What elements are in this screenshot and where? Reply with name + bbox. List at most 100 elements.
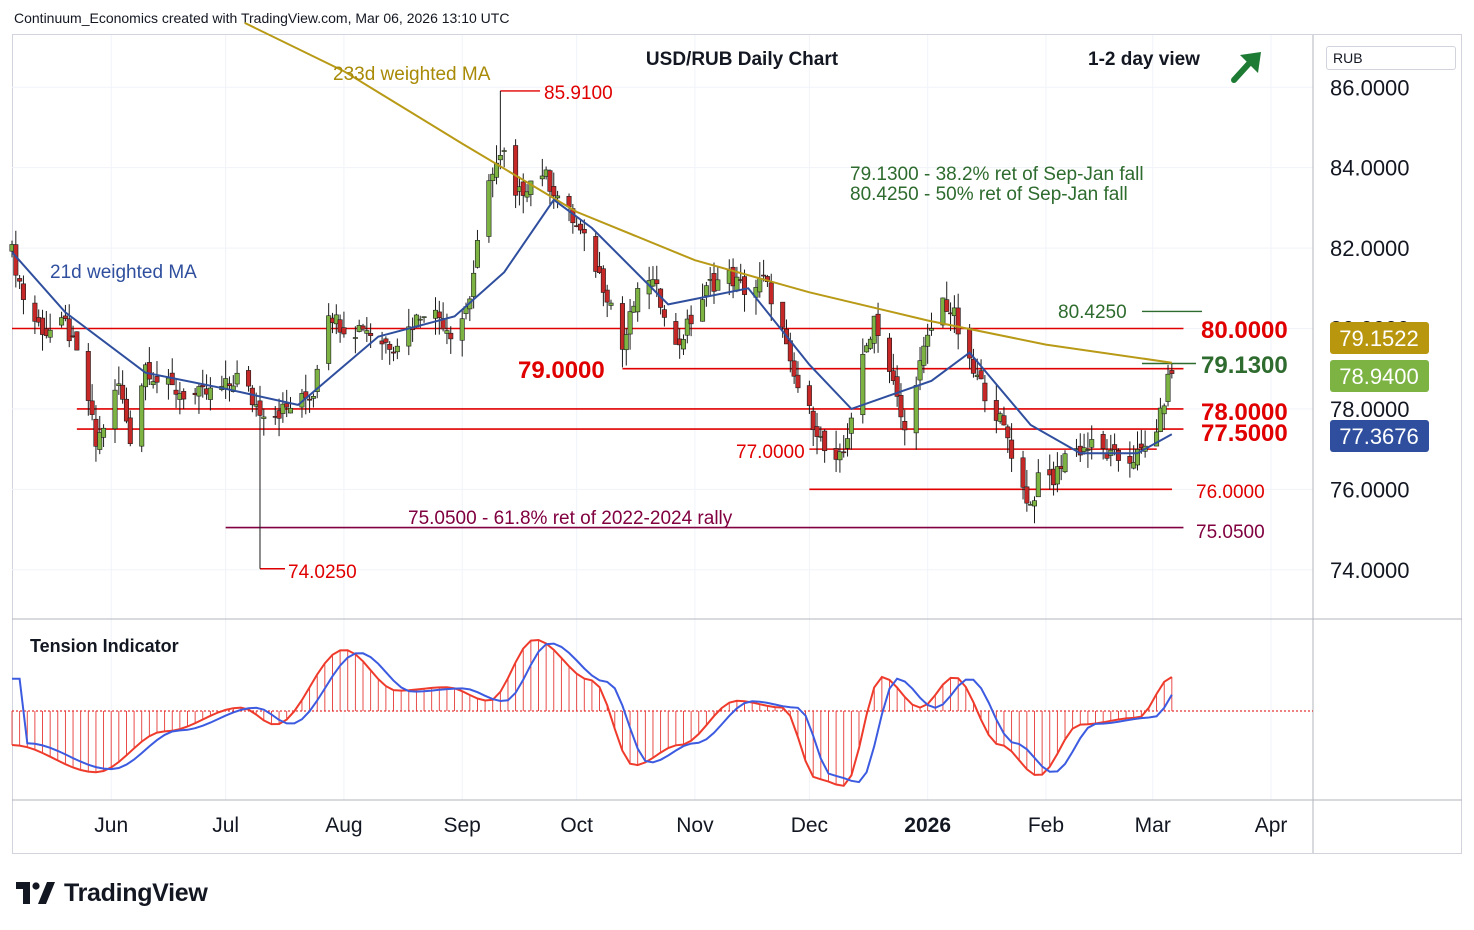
moving-averages	[11, 22, 1173, 455]
candle	[925, 334, 931, 347]
candle	[123, 398, 129, 422]
ma21-label: 21d weighted MA	[50, 262, 197, 283]
x-tick-label: Oct	[560, 814, 593, 837]
candle	[280, 403, 286, 414]
candle	[742, 276, 748, 295]
candle	[436, 311, 442, 318]
candle	[734, 276, 740, 292]
candle	[284, 403, 290, 408]
candle	[97, 432, 103, 450]
price-tag[interactable]: 79.1522	[1330, 322, 1429, 354]
level-label: 77.0000	[736, 442, 805, 463]
candle	[791, 360, 797, 377]
candle	[780, 301, 786, 328]
candle	[62, 315, 68, 319]
candle	[700, 299, 706, 322]
candle	[116, 383, 122, 386]
candle	[608, 302, 614, 306]
x-tick-label: 2026	[904, 814, 951, 837]
candle	[715, 279, 721, 291]
price-tag-bg	[1330, 420, 1429, 452]
candle	[1020, 457, 1026, 488]
candle	[471, 272, 477, 298]
candle	[288, 407, 294, 414]
candle	[688, 314, 694, 325]
candle	[181, 391, 187, 400]
candle	[459, 318, 465, 341]
level-label: 77.5000	[1201, 420, 1288, 447]
candle	[539, 175, 545, 180]
candle	[890, 370, 896, 382]
view-arrow-head	[1240, 52, 1261, 73]
price-tag[interactable]: 77.3676	[1330, 420, 1429, 452]
candle	[1085, 449, 1091, 451]
candle	[635, 288, 641, 313]
candle	[600, 268, 606, 293]
candle	[1161, 405, 1167, 415]
axes: 86.0000 84.0000 82.0000 80.0000 78.0000 76.00…	[12, 35, 1462, 853]
candle	[806, 385, 812, 406]
candle	[993, 400, 999, 421]
high-label: 85.9100	[544, 83, 613, 104]
fib-annotation: 80.4250 - 50% ret of Sep-Jan fall	[850, 184, 1128, 205]
candle	[32, 302, 38, 322]
x-tick-label: Jul	[212, 814, 239, 837]
price-tag[interactable]: 78.9400	[1330, 360, 1429, 392]
candle	[864, 345, 870, 353]
candle	[841, 451, 847, 454]
candle	[982, 382, 988, 402]
candle	[173, 389, 179, 395]
price-tag-label: 78.9400	[1339, 364, 1419, 389]
price-scale-currency[interactable]: RUB	[1326, 46, 1456, 70]
candle	[421, 316, 427, 318]
candle	[364, 330, 370, 334]
candle	[20, 283, 26, 300]
tradingview-logo[interactable]: TradingView	[16, 878, 208, 908]
candle	[898, 395, 904, 418]
candle	[837, 451, 843, 461]
candle	[13, 244, 19, 276]
candle	[604, 289, 610, 303]
candle	[276, 410, 282, 419]
candle	[761, 274, 767, 277]
candle	[89, 400, 95, 415]
candle	[875, 313, 881, 336]
candle	[368, 333, 374, 336]
candle	[333, 314, 339, 325]
x-tick-label: Feb	[1028, 814, 1064, 837]
candle	[501, 150, 507, 152]
candle	[894, 376, 900, 397]
candle	[337, 319, 343, 333]
candle	[59, 317, 65, 326]
candle	[1165, 373, 1171, 402]
candle	[74, 331, 80, 351]
candle	[513, 145, 519, 196]
level-label: 80.0000	[1201, 317, 1288, 344]
candle	[17, 278, 23, 282]
candle	[1009, 439, 1015, 459]
y-tick-label: 82.0000	[1330, 236, 1410, 261]
candle	[47, 329, 53, 338]
y-tick-label: 74.0000	[1330, 558, 1410, 583]
candle	[814, 426, 820, 437]
candle	[577, 223, 583, 231]
candle	[139, 385, 145, 447]
candle	[234, 372, 240, 385]
candle	[1157, 407, 1163, 432]
candle	[848, 417, 854, 434]
view-arrow-icon	[1231, 52, 1261, 83]
candle	[661, 309, 667, 318]
candle	[474, 240, 480, 268]
candle	[120, 384, 126, 400]
candle	[417, 318, 423, 321]
candle	[795, 374, 801, 389]
candle	[921, 345, 927, 366]
tension-line-fast	[11, 638, 1173, 787]
ma21-line	[11, 198, 1173, 455]
candle	[1054, 466, 1060, 485]
tradingview-logo-icon	[16, 882, 55, 904]
candle	[1005, 426, 1011, 439]
candle	[257, 400, 263, 416]
candle	[623, 334, 629, 351]
